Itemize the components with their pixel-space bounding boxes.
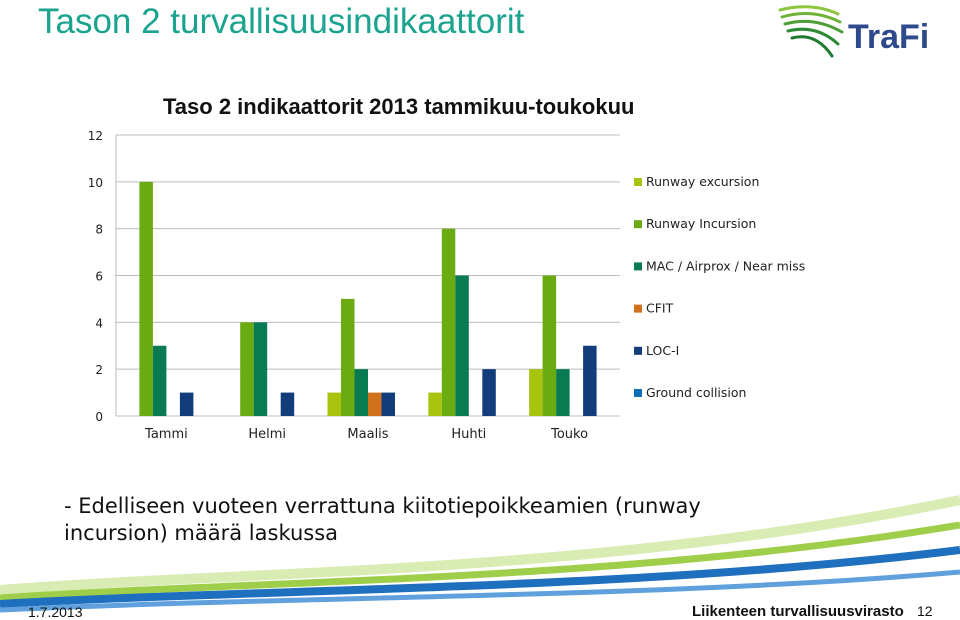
x-tick-label: Tammi [144, 427, 188, 442]
legend-label: Runway Incursion [646, 216, 756, 231]
bar-maalis-1 [341, 298, 355, 416]
legend-swatch [634, 262, 642, 271]
legend-swatch [634, 178, 642, 186]
y-tick-label: 12 [88, 129, 103, 143]
footer-date: 1.7.2013 [28, 604, 83, 620]
logo-swoosh-icon [778, 5, 844, 58]
bar-touko-2 [556, 369, 570, 416]
legend-swatch [634, 389, 642, 397]
logo-text: TraFi [848, 18, 929, 56]
bar-maalis-0 [327, 392, 341, 416]
bar-huhti-2 [455, 275, 469, 416]
bar-tammi-1 [139, 181, 153, 416]
trafi-logo: TraFi [778, 5, 929, 58]
x-tick-label: Touko [550, 427, 588, 442]
bar-maalis-3 [368, 392, 382, 416]
y-tick-label: 10 [88, 176, 103, 190]
x-tick-label: Helmi [248, 427, 286, 442]
legend-swatch [634, 220, 642, 229]
legend: Runway excursion Runway Incursion MAC / Ai… [634, 174, 805, 400]
legend-label: LOC-I [646, 343, 679, 358]
bar-maalis-2 [354, 369, 368, 416]
legend-label: CFIT [646, 301, 674, 316]
bar-helmi-2 [253, 322, 268, 416]
bar-huhti-4 [482, 369, 496, 416]
legend-swatch [634, 304, 642, 313]
bar-touko-0 [529, 369, 543, 416]
legend-swatch [634, 346, 642, 355]
bar-tammi-4 [179, 392, 194, 416]
footer-organization: Liikenteen turvallisuusvirasto [692, 603, 904, 620]
bar-tammi-2 [152, 345, 167, 416]
bar-touko-1 [542, 275, 557, 416]
bar-huhti-0 [428, 392, 442, 416]
y-axis-ticks: 0 2 4 6 8 10 12 [88, 129, 103, 424]
legend-label: Runway excursion [646, 174, 759, 189]
bar-chart: 0 2 4 6 8 10 12 Tammi Helmi Maalis Huhti Touko Run… [88, 129, 806, 442]
bars [139, 181, 597, 416]
legend-label: Ground collision [646, 385, 746, 400]
bar-huhti-1 [441, 228, 456, 416]
y-tick-label: 8 [95, 223, 103, 237]
x-tick-label: Huhti [451, 427, 486, 442]
y-tick-label: 2 [95, 363, 103, 377]
y-tick-label: 0 [95, 410, 103, 424]
bar-helmi-4 [280, 392, 295, 416]
decorative-waves [0, 495, 960, 613]
body-text: - Edelliseen vuoteen verrattuna kiitotie… [64, 494, 701, 545]
bar-maalis-4 [381, 392, 395, 416]
legend-label: MAC / Airprox / Near miss [646, 258, 805, 273]
bar-touko-4 [583, 345, 597, 416]
bar-helmi-1 [240, 322, 254, 416]
y-tick-label: 4 [95, 316, 103, 330]
slide-title: Tason 2 turvallisuusindikaattorit [38, 2, 525, 41]
y-tick-label: 6 [95, 270, 103, 284]
x-tick-label: Maalis [347, 427, 388, 442]
x-axis-ticks: Tammi Helmi Maalis Huhti Touko [144, 427, 588, 442]
chart-title: Taso 2 indikaattorit 2013 tammikuu-touko… [163, 94, 635, 119]
page-number: 12 [917, 603, 933, 619]
